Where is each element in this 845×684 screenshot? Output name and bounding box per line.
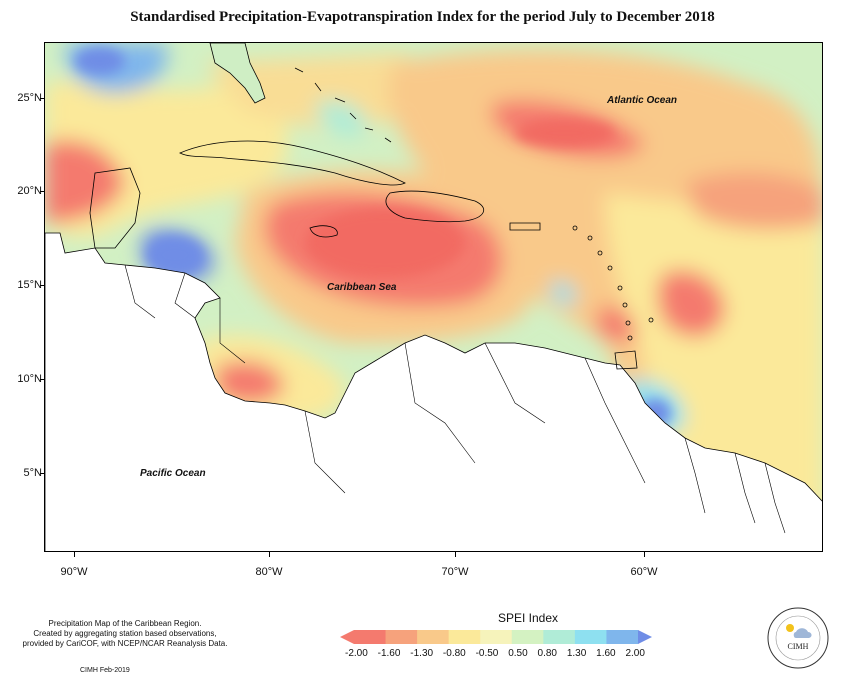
spei-cores [75, 47, 671, 427]
lesser-antilles [572, 225, 654, 341]
tick-mark [74, 552, 75, 557]
legend-tick: -2.00 [345, 648, 368, 659]
lon-label-80w: 80°W [255, 566, 283, 578]
spei-map[interactable]: Atlantic Ocean Caribbean Sea Pacific Oce… [44, 42, 823, 552]
tick-mark [40, 379, 44, 380]
lat-label-10n: 10°N [17, 373, 42, 385]
legend-swatch [340, 630, 354, 644]
lon-label-90w: 90°W [60, 566, 88, 578]
tick-mark [40, 191, 44, 192]
footnote-line: Precipitation Map of the Caribbean Regio… [48, 619, 202, 628]
legend-tick: 0.80 [537, 648, 557, 659]
legend-swatch [511, 630, 544, 644]
puerto-rico-outline [509, 222, 541, 231]
land-masses [45, 232, 822, 551]
lat-label-15n: 15°N [17, 279, 42, 291]
lon-label-60w: 60°W [630, 566, 658, 578]
florida-outline [209, 43, 266, 104]
tick-mark [644, 552, 645, 557]
legend-tick: -0.50 [475, 648, 499, 659]
legend-ticks: -2.00 -1.60 -1.30 -0.80 -0.50 0.50 0.80 … [345, 648, 645, 659]
map-title: Standardised Precipitation-Evapotranspir… [130, 9, 715, 25]
lon-label-70w: 70°W [441, 566, 469, 578]
legend-swatch [354, 630, 387, 644]
tick-mark [455, 552, 456, 557]
legend-colorbar [340, 630, 652, 644]
logo-text: CIMH [788, 642, 809, 651]
legend-swatch [385, 630, 418, 644]
tick-mark [40, 98, 44, 99]
cloud-icon [793, 628, 812, 638]
bahamas-islands [294, 67, 392, 143]
credit-text: CIMH Feb-2019 [80, 667, 130, 674]
legend-swatch [574, 630, 607, 644]
hispaniola-outline [385, 190, 485, 223]
cuba-outline [179, 140, 406, 186]
sun-icon [786, 624, 794, 632]
lat-label-20n: 20°N [17, 185, 42, 197]
tick-mark [269, 552, 270, 557]
atlantic-ocean-label: Atlantic Ocean [607, 95, 678, 106]
country-borders [124, 264, 786, 534]
legend-tick: -0.80 [442, 648, 466, 659]
map-footnote: Precipitation Map of the Caribbean Regio… [10, 619, 240, 649]
legend-title: SPEI Index [497, 611, 559, 625]
legend-swatch [417, 630, 450, 644]
legend-tick: 1.30 [566, 648, 587, 659]
tick-mark [40, 285, 44, 286]
legend-swatch [638, 630, 652, 644]
tick-mark [40, 473, 44, 474]
lat-label-5n: 5°N [23, 467, 42, 479]
legend-tick: -1.30 [410, 648, 434, 659]
legend-swatch [448, 630, 481, 644]
legend-swatch [480, 630, 513, 644]
legend-swatch [606, 630, 639, 644]
map-canvas [45, 43, 822, 551]
jamaica-outline [309, 225, 338, 238]
legend-tick: 2.00 [625, 648, 645, 659]
cimh-logo: CIMH [767, 607, 829, 669]
yucatan-outline [89, 167, 141, 249]
legend-tick: -1.60 [377, 648, 401, 659]
caribbean-sea-label: Caribbean Sea [327, 282, 397, 293]
footnote-line: Created by aggregating station based obs… [33, 629, 217, 638]
legend-tick: 1.60 [596, 648, 616, 659]
pacific-ocean-label: Pacific Ocean [140, 468, 206, 479]
legend-swatch [543, 630, 576, 644]
legend-tick: 0.50 [508, 648, 528, 659]
lat-label-25n: 25°N [17, 92, 42, 104]
trinidad-outline [614, 350, 638, 370]
footnote-line: provided by CariCOF, with NCEP/NCAR Rean… [22, 639, 228, 648]
